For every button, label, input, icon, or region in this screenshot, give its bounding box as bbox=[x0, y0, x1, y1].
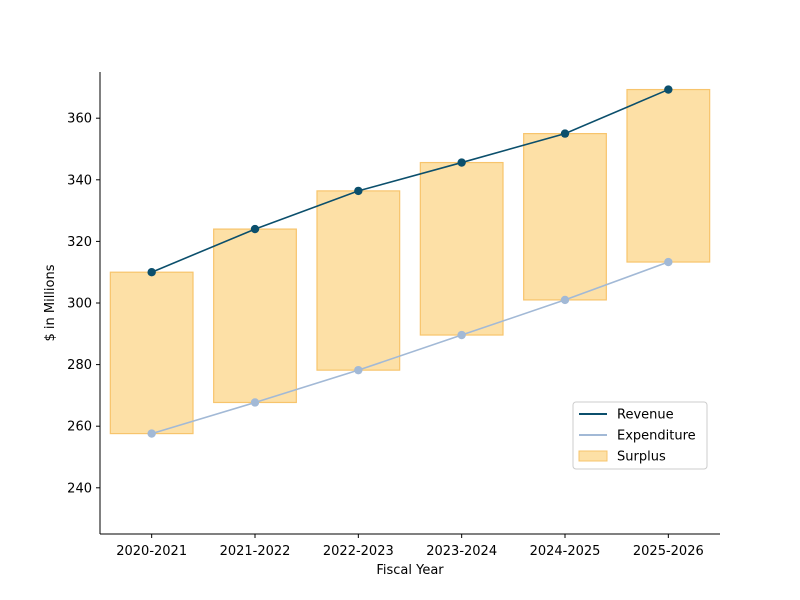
revenue-point bbox=[250, 224, 260, 234]
expenditure-line bbox=[151, 261, 669, 435]
y-tick-label: 360 bbox=[67, 112, 92, 127]
x-tick-label: 2022-2023 bbox=[323, 544, 394, 559]
x-tick-label: 2020-2021 bbox=[116, 544, 187, 559]
surplus-bar bbox=[523, 133, 607, 301]
y-tick-label: 320 bbox=[67, 235, 92, 250]
x-tick-label: 2024-2025 bbox=[530, 544, 601, 559]
surplus-bar bbox=[626, 88, 711, 263]
expenditure-point bbox=[457, 330, 466, 340]
revenue-point bbox=[147, 268, 156, 277]
revenue-line bbox=[151, 88, 669, 273]
axes: 240 260 280 300 320 340 360 2020-2021 2021-2022 2… bbox=[67, 72, 720, 559]
legend-surplus-swatch bbox=[578, 450, 608, 462]
y-axis-label: $ in Millions bbox=[43, 264, 58, 341]
revenue-point bbox=[560, 129, 570, 138]
y-tick-label: 300 bbox=[67, 297, 92, 312]
x-axis-label: Fiscal Year bbox=[376, 563, 444, 578]
surplus-bar bbox=[316, 190, 401, 371]
surplus-bar bbox=[109, 271, 194, 435]
expenditure-point bbox=[560, 295, 570, 305]
y-tick-label: 340 bbox=[67, 173, 92, 188]
surplus-bar bbox=[419, 161, 504, 336]
surplus-bar bbox=[213, 228, 297, 404]
expenditure-point bbox=[147, 429, 156, 438]
y-tick-label: 240 bbox=[67, 481, 92, 496]
legend-revenue-label: Revenue bbox=[617, 408, 674, 423]
expenditure-point bbox=[664, 257, 673, 267]
x-tick-label: 2025-2026 bbox=[633, 544, 704, 559]
revenue-point bbox=[457, 158, 466, 167]
surplus-bars bbox=[109, 88, 711, 435]
y-tick-label: 260 bbox=[67, 420, 92, 435]
legend-surplus-label: Surplus bbox=[617, 450, 666, 465]
revenue-point bbox=[354, 186, 363, 196]
expenditure-point bbox=[354, 365, 363, 375]
series-lines bbox=[147, 85, 673, 438]
revenue-point bbox=[664, 85, 673, 94]
y-tick-label: 280 bbox=[67, 358, 92, 373]
x-tick-label: 2023-2024 bbox=[426, 544, 497, 559]
legend-expenditure-label: Expenditure bbox=[617, 429, 696, 444]
x-tick-label: 2021-2022 bbox=[220, 544, 291, 559]
legend: Revenue Expenditure Surplus bbox=[572, 401, 708, 470]
expenditure-point bbox=[250, 398, 260, 407]
